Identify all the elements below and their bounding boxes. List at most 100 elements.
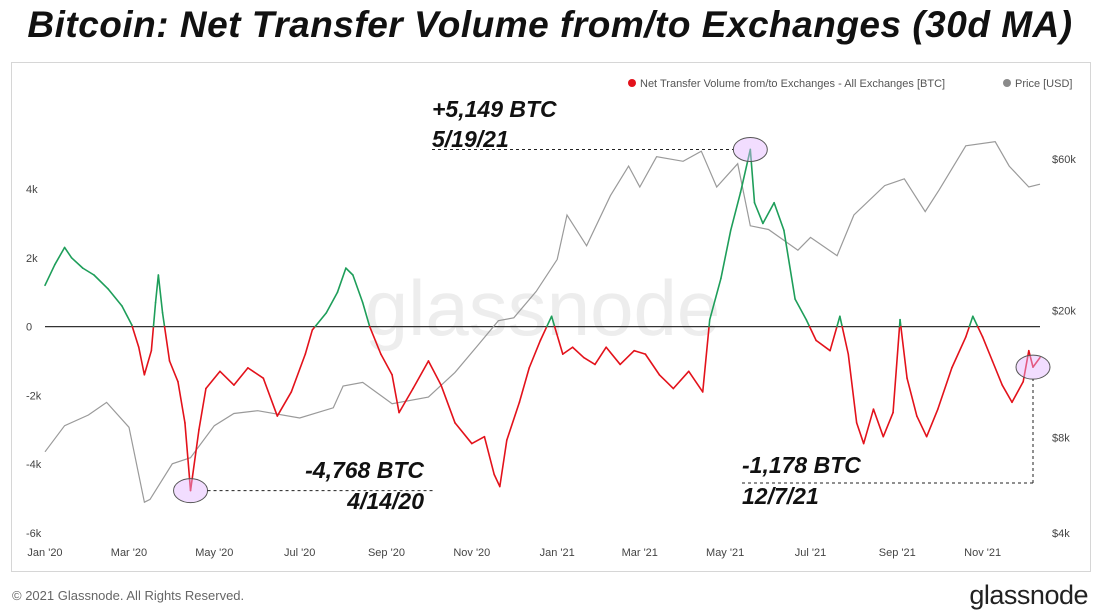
annotation-marker xyxy=(1015,354,1051,380)
net-flow-segment xyxy=(398,387,414,414)
net-flow-segment xyxy=(862,408,875,445)
net-flow-segment xyxy=(506,401,521,441)
net-flow-segment xyxy=(198,387,207,431)
net-flow-segment xyxy=(815,339,831,352)
annotation-marker xyxy=(732,136,768,162)
x-tick-label: Jul '20 xyxy=(284,547,315,559)
net-flow-segment xyxy=(794,298,808,321)
chart-title: Bitcoin: Net Transfer Volume from/to Exc… xyxy=(27,4,1073,45)
net-flow-segment xyxy=(965,325,971,338)
x-tick-label: Sep '21 xyxy=(879,547,916,559)
net-flow-segment xyxy=(672,370,690,390)
net-flow-segment xyxy=(262,377,279,417)
net-flow-segment xyxy=(839,315,843,328)
net-flow-segment xyxy=(892,325,901,414)
net-flow-segment xyxy=(352,274,364,304)
annotation-marker xyxy=(173,478,209,504)
annotation-date: 12/7/21 xyxy=(742,483,819,509)
net-flow-segment xyxy=(550,315,556,328)
x-tick-label: Nov '20 xyxy=(453,547,490,559)
net-flow-segment xyxy=(233,367,249,386)
net-flow-segment xyxy=(545,315,553,328)
y-right-tick-label: $20k xyxy=(1052,306,1076,318)
y-left-tick-label: -6k xyxy=(26,528,42,540)
net-flow-segment xyxy=(290,353,307,393)
net-flow-segment xyxy=(1028,349,1034,368)
net-flow-segment xyxy=(168,360,179,383)
net-flow-segment xyxy=(872,408,885,438)
net-flow-segment xyxy=(708,318,711,328)
footer-logo: glassnode xyxy=(969,580,1088,610)
net-flow-segment xyxy=(380,353,393,376)
x-tick-label: Jan '21 xyxy=(540,547,575,559)
x-tick-label: Jul '21 xyxy=(795,547,826,559)
net-flow-segment xyxy=(412,360,430,390)
net-flow-segment xyxy=(163,325,171,362)
net-flow-segment xyxy=(143,349,153,376)
net-flow-segment xyxy=(729,191,742,232)
net-flow-segment xyxy=(336,267,347,293)
net-flow-segment xyxy=(644,353,661,376)
net-flow-segment xyxy=(499,439,508,488)
net-flow-segment xyxy=(925,408,939,438)
net-flow-segment xyxy=(906,377,918,417)
net-flow-segment xyxy=(972,315,979,328)
legend-marker-net-flow xyxy=(628,79,636,87)
net-flow-segment xyxy=(805,318,811,328)
net-flow-segment xyxy=(937,367,953,410)
annotation-value: -1,178 BTC xyxy=(742,452,861,478)
net-flow-segment xyxy=(440,384,456,424)
footer-copyright: © 2021 Glassnode. All Rights Reserved. xyxy=(12,588,245,603)
net-flow-segment xyxy=(325,291,339,314)
price-series-line xyxy=(44,141,1041,504)
net-flow-segment xyxy=(1001,384,1013,404)
y-right-tick-label: $8k xyxy=(1052,432,1070,444)
net-flow-segment xyxy=(81,267,95,276)
net-flow-segment xyxy=(427,360,442,386)
chart-frame: glassnode 4k 2k 0 -2k -4k -6k $60k $20k $8k $4k Jan… xyxy=(11,62,1091,572)
net-flow-segment xyxy=(981,336,994,362)
net-flow-segment xyxy=(161,312,166,328)
net-flow-segment xyxy=(619,349,635,366)
x-tick-label: Sep '20 xyxy=(368,547,405,559)
net-flow-segment xyxy=(991,360,1004,386)
net-flow-segment xyxy=(808,325,817,342)
net-flow-segment xyxy=(276,391,293,417)
net-flow-segment xyxy=(184,422,192,492)
net-flow-segment xyxy=(1032,356,1041,368)
net-flow-segment xyxy=(968,315,974,328)
net-flow-segment xyxy=(53,246,66,266)
net-flow-segment xyxy=(107,287,123,307)
net-flow-segment xyxy=(594,346,607,366)
y-right-tick-label: $4k xyxy=(1052,528,1070,540)
net-flow-segment xyxy=(157,274,164,314)
x-tick-label: Jan '20 xyxy=(27,547,62,559)
net-flow-segment xyxy=(454,422,473,445)
net-flow-segment xyxy=(855,422,865,445)
y-left-tick-label: 4k xyxy=(26,184,38,196)
x-tick-label: May '21 xyxy=(706,547,744,559)
net-flow-segment xyxy=(189,428,200,492)
x-tick-label: Nov '21 xyxy=(964,547,1001,559)
net-flow-segment xyxy=(368,325,382,355)
net-flow-segment xyxy=(44,263,56,287)
legend-marker-price xyxy=(1003,79,1011,87)
annotation-value: +5,149 BTC xyxy=(432,96,557,122)
annotation-value: -4,768 BTC xyxy=(305,457,424,483)
net-flow-segment xyxy=(1011,380,1025,404)
net-flow-segment xyxy=(841,325,850,355)
net-flow-segment xyxy=(687,370,704,393)
net-flow-segment xyxy=(304,329,314,355)
net-flow-segment xyxy=(518,367,531,404)
net-flow-segment xyxy=(493,473,501,488)
net-flow-segment xyxy=(916,415,928,438)
net-flow-segment xyxy=(150,325,155,352)
net-flow-segment xyxy=(847,353,858,424)
net-flow-segment xyxy=(701,325,710,393)
net-flow-segment xyxy=(658,373,675,390)
net-flow-segment xyxy=(899,318,902,328)
net-flow-segment xyxy=(314,312,328,328)
net-flow-segment xyxy=(571,346,585,359)
net-flow-segment xyxy=(762,201,775,225)
y-left-tick-label: 2k xyxy=(26,253,38,265)
